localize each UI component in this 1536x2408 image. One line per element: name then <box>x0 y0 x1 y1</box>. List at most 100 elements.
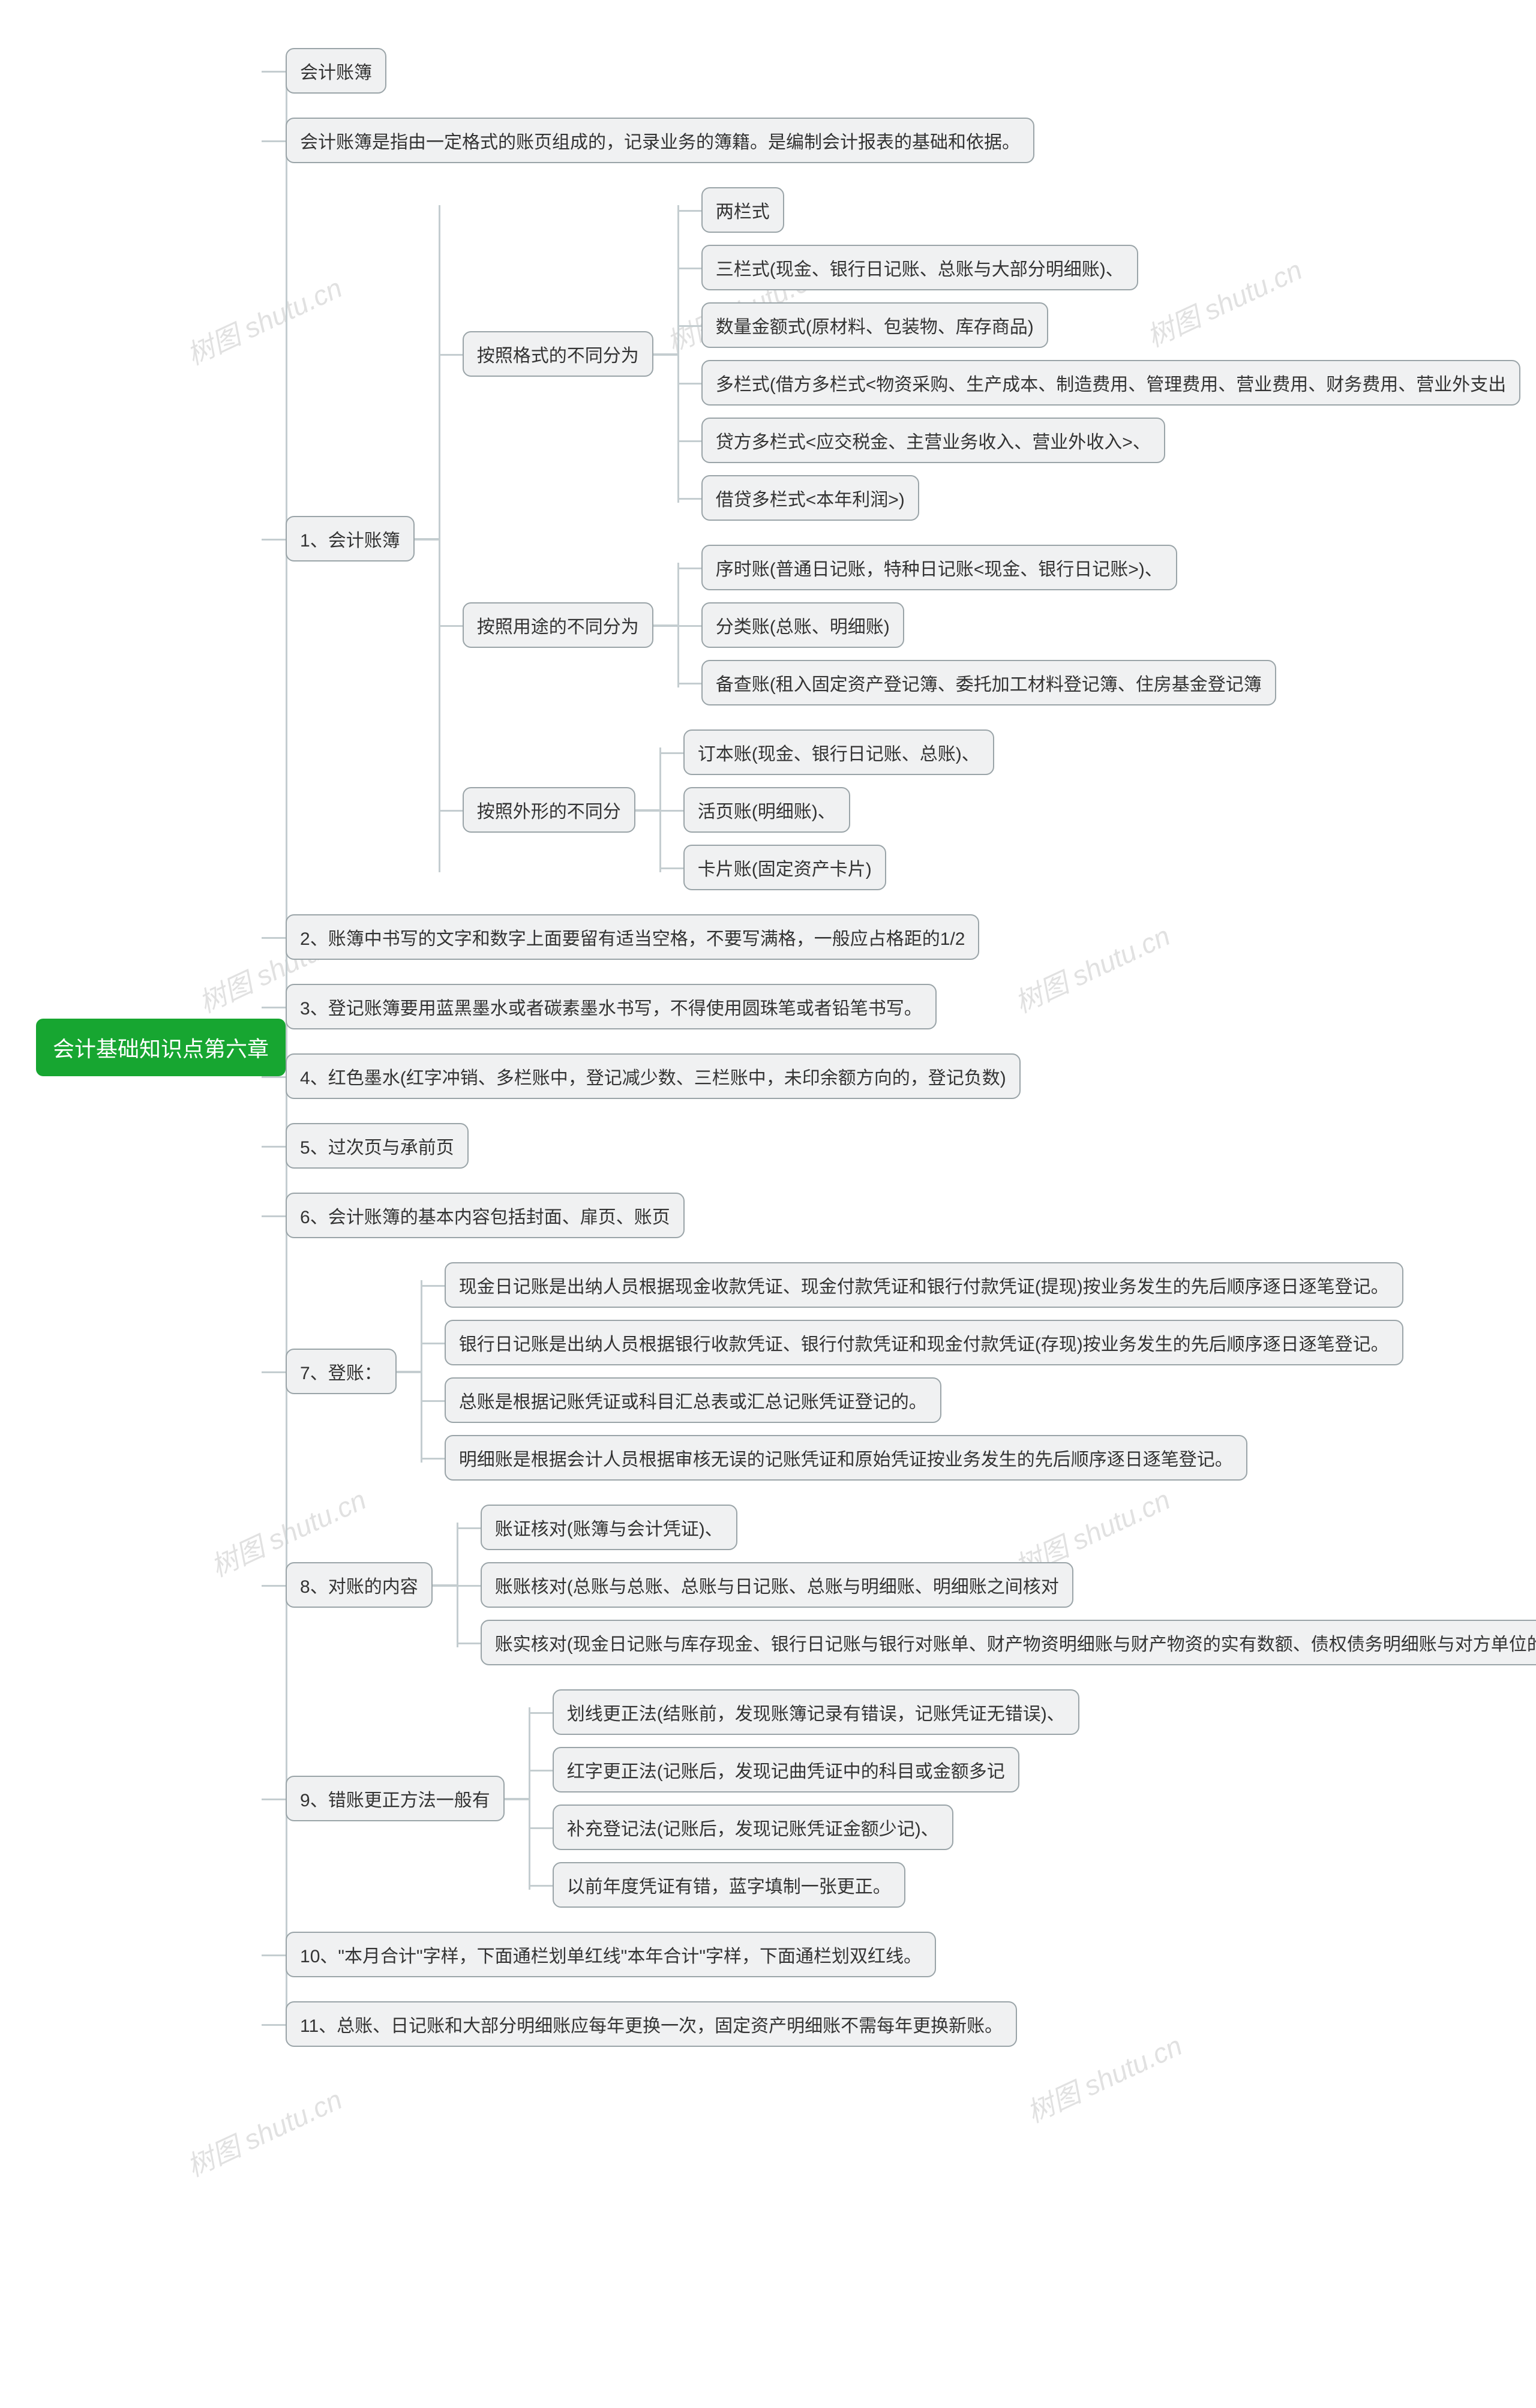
branch-row: 会计账簿 <box>286 48 1536 94</box>
section-9: 9、错账更正方法一般有 <box>286 1776 505 1821</box>
branch-row: 10、"本月合计"字样，下面通栏划单红线"本年合计"字样，下面通栏划双红线。 <box>286 1932 1536 1977</box>
s7-leaf-0: 现金日记账是出纳人员根据现金收款凭证、现金付款凭证和银行付款凭证(提现)按业务发… <box>445 1262 1403 1308</box>
branch-row: 以前年度凭证有错，蓝字填制一张更正。 <box>553 1862 1079 1908</box>
branch-row: 序时账(普通日记账，特种日记账<现金、银行日记账>)、 <box>701 545 1276 590</box>
branch-row: 账账核对(总账与总账、总账与日记账、总账与明细账、明细账之间核对 <box>481 1562 1536 1608</box>
branch-row: 总账是根据记账凭证或科目汇总表或汇总记账凭证登记的。 <box>445 1377 1403 1423</box>
s7-leaf-2: 总账是根据记账凭证或科目汇总表或汇总记账凭证登记的。 <box>445 1377 941 1423</box>
s1-g1-leaf-2: 备查账(租入固定资产登记簿、委托加工材料登记簿、住房基金登记簿 <box>701 660 1276 705</box>
s9-leaf-2: 补充登记法(记账后，发现记账凭证金额少记)、 <box>553 1805 953 1850</box>
branch-row: 订本账(现金、银行日记账、总账)、 <box>683 729 994 775</box>
s1-g0-leaf-4: 贷方多栏式<应交税金、主营业务收入、营业外收入>、 <box>701 418 1165 463</box>
mid-node-3: 5、过次页与承前页 <box>286 1123 469 1169</box>
s1-group-0: 按照格式的不同分为 <box>463 331 653 377</box>
branch-row: 按照用途的不同分为 序时账(普通日记账，特种日记账<现金、银行日记账>)、分类账(… <box>463 545 1521 705</box>
branch: 9、错账更正方法一般有 划线更正法(结账前，发现账簿记录有错误，记账凭证无错误)、… <box>286 1689 1079 1908</box>
top-node-0: 会计账簿 <box>286 48 386 94</box>
s7-leaf-1: 银行日记账是出纳人员根据银行收款凭证、银行付款凭证和现金付款凭证(存现)按业务发… <box>445 1320 1403 1365</box>
s8-leaf-2: 账实核对(现金日记账与库存现金、银行日记账与银行对账单、财产物资明细账与财产物资… <box>481 1620 1536 1665</box>
watermark: 树图 shutu.cn <box>179 2078 347 2185</box>
branch-row: 明细账是根据会计人员根据审核无误的记账凭证和原始凭证按业务发生的先后顺序逐日逐笔… <box>445 1435 1403 1481</box>
h-connector <box>653 624 677 626</box>
children: 两栏式三栏式(现金、银行日记账、总账与大部分明细账)、数量金额式(原材料、包装物… <box>701 187 1521 521</box>
branch-row: 会计账簿是指由一定格式的账页组成的，记录业务的簿籍。是编制会计报表的基础和依据。 <box>286 118 1536 163</box>
branch: 7、登账： 现金日记账是出纳人员根据现金收款凭证、现金付款凭证和银行付款凭证(提现… <box>286 1262 1403 1481</box>
branch-row: 账证核对(账簿与会计凭证)、 <box>481 1505 1536 1550</box>
s9-leaf-3: 以前年度凭证有错，蓝字填制一张更正。 <box>553 1862 905 1908</box>
h-connector <box>505 1798 529 1800</box>
s1-group-1: 按照用途的不同分为 <box>463 602 653 648</box>
bracket <box>529 1689 553 1908</box>
s7-leaf-3: 明细账是根据会计人员根据审核无误的记账凭证和原始凭证按业务发生的先后顺序逐日逐笔… <box>445 1435 1247 1481</box>
branch-row: 红字更正法(记账后，发现记曲凭证中的科目或金额多记 <box>553 1747 1079 1793</box>
branch-row: 按照格式的不同分为 两栏式三栏式(现金、银行日记账、总账与大部分明细账)、数量金额… <box>463 187 1521 521</box>
section-7: 7、登账： <box>286 1349 397 1394</box>
children: 划线更正法(结账前，发现账簿记录有错误，记账凭证无错误)、红字更正法(记账后，发… <box>553 1689 1079 1908</box>
children: 订本账(现金、银行日记账、总账)、活页账(明细账)、卡片账(固定资产卡片) <box>683 729 994 890</box>
mid-node-0: 2、账簿中书写的文字和数字上面要留有适当空格，不要写满格，一般应占格距的1/2 <box>286 914 979 960</box>
mid-node-1: 3、登记账簿要用蓝黑墨水或者碳素墨水书写，不得使用圆珠笔或者铅笔书写。 <box>286 984 937 1029</box>
branch-row: 贷方多栏式<应交税金、主营业务收入、营业外收入>、 <box>701 418 1521 463</box>
s9-leaf-0: 划线更正法(结账前，发现账簿记录有错误，记账凭证无错误)、 <box>553 1689 1079 1735</box>
s9-leaf-1: 红字更正法(记账后，发现记曲凭证中的科目或金额多记 <box>553 1747 1019 1793</box>
branch-row: 现金日记账是出纳人员根据现金收款凭证、现金付款凭证和银行付款凭证(提现)按业务发… <box>445 1262 1403 1308</box>
bottom-node-1: 11、总账、日记账和大部分明细账应每年更换一次，固定资产明细账不需每年更换新账。 <box>286 2001 1017 2047</box>
s1-g0-leaf-0: 两栏式 <box>701 187 784 233</box>
s1-g2-leaf-0: 订本账(现金、银行日记账、总账)、 <box>683 729 994 775</box>
h-connector <box>433 1584 457 1586</box>
h-connector <box>397 1371 421 1373</box>
s8-leaf-1: 账账核对(总账与总账、总账与日记账、总账与明细账、明细账之间核对 <box>481 1562 1073 1608</box>
branch-row: 1、会计账簿 按照格式的不同分为 两栏式三栏式(现金、银行日记账、总账与大部分明细账… <box>286 187 1536 890</box>
mid-node-2: 4、红色墨水(红字冲销、多栏账中，登记减少数、三栏账中，未印余额方向的，登记负数… <box>286 1053 1021 1099</box>
s8-leaf-0: 账证核对(账簿与会计凭证)、 <box>481 1505 737 1550</box>
children: 序时账(普通日记账，特种日记账<现金、银行日记账>)、分类账(总账、明细账) 备查… <box>701 545 1276 705</box>
branch-row: 4、红色墨水(红字冲销、多栏账中，登记减少数、三栏账中，未印余额方向的，登记负数… <box>286 1053 1536 1099</box>
s1-g1-leaf-1: 分类账(总账、明细账) <box>701 602 904 648</box>
mindmap-root-row: 会计基础知识点第六章 会计账簿会计账簿是指由一定格式的账页组成的，记录业务的簿籍… <box>36 48 1500 2047</box>
bracket <box>439 187 463 890</box>
branch: 8、对账的内容 账证核对(账簿与会计凭证)、账账核对(总账与总账、总账与日记账、总… <box>286 1505 1536 1665</box>
bracket <box>421 1262 445 1481</box>
branch-row: 按照外形的不同分 订本账(现金、银行日记账、总账)、活页账(明细账)、卡片账(固定… <box>463 729 1521 890</box>
root-node: 会计基础知识点第六章 <box>36 1019 286 1076</box>
branch: 按照用途的不同分为 序时账(普通日记账，特种日记账<现金、银行日记账>)、分类账(… <box>463 545 1276 705</box>
level1-children: 会计账簿会计账簿是指由一定格式的账页组成的，记录业务的簿籍。是编制会计报表的基础… <box>286 48 1536 2047</box>
bracket <box>677 187 701 521</box>
s1-g1-leaf-0: 序时账(普通日记账，特种日记账<现金、银行日记账>)、 <box>701 545 1177 590</box>
h-connector <box>653 353 677 355</box>
s1-g0-leaf-1: 三栏式(现金、银行日记账、总账与大部分明细账)、 <box>701 245 1138 290</box>
children: 按照格式的不同分为 两栏式三栏式(现金、银行日记账、总账与大部分明细账)、数量金额… <box>463 187 1521 890</box>
branch: 1、会计账簿 按照格式的不同分为 两栏式三栏式(现金、银行日记账、总账与大部分明细账… <box>286 187 1520 890</box>
branch-row: 借贷多栏式<本年利润>) <box>701 475 1521 521</box>
branch-row: 分类账(总账、明细账) <box>701 602 1276 648</box>
branch-row: 6、会计账簿的基本内容包括封面、扉页、账页 <box>286 1193 1536 1238</box>
mid-node-4: 6、会计账簿的基本内容包括封面、扉页、账页 <box>286 1193 685 1238</box>
children: 现金日记账是出纳人员根据现金收款凭证、现金付款凭证和银行付款凭证(提现)按业务发… <box>445 1262 1403 1481</box>
s1-g2-leaf-1: 活页账(明细账)、 <box>683 787 850 833</box>
branch-row: 银行日记账是出纳人员根据银行收款凭证、银行付款凭证和现金付款凭证(存现)按业务发… <box>445 1320 1403 1365</box>
top-node-1: 会计账簿是指由一定格式的账页组成的，记录业务的簿籍。是编制会计报表的基础和依据。 <box>286 118 1034 163</box>
branch-row: 补充登记法(记账后，发现记账凭证金额少记)、 <box>553 1805 1079 1850</box>
branch-row: 2、账簿中书写的文字和数字上面要留有适当空格，不要写满格，一般应占格距的1/2 <box>286 914 1536 960</box>
bottom-node-0: 10、"本月合计"字样，下面通栏划单红线"本年合计"字样，下面通栏划双红线。 <box>286 1932 936 1977</box>
branch-row: 三栏式(现金、银行日记账、总账与大部分明细账)、 <box>701 245 1521 290</box>
section-1: 1、会计账簿 <box>286 516 415 562</box>
branch-row: 备查账(租入固定资产登记簿、委托加工材料登记簿、住房基金登记簿 <box>701 660 1276 705</box>
branch-row: 7、登账： 现金日记账是出纳人员根据现金收款凭证、现金付款凭证和银行付款凭证(提现… <box>286 1262 1536 1481</box>
h-connector <box>635 809 659 811</box>
s1-g0-leaf-3: 多栏式(借方多栏式<物资采购、生产成本、制造费用、管理费用、营业费用、财务费用、… <box>701 360 1521 406</box>
branch-row: 11、总账、日记账和大部分明细账应每年更换一次，固定资产明细账不需每年更换新账。 <box>286 2001 1536 2047</box>
branch-row: 划线更正法(结账前，发现账簿记录有错误，记账凭证无错误)、 <box>553 1689 1079 1735</box>
branch-row: 账实核对(现金日记账与库存现金、银行日记账与银行对账单、财产物资明细账与财产物资… <box>481 1620 1536 1665</box>
branch-row: 活页账(明细账)、 <box>683 787 994 833</box>
s1-g2-leaf-2: 卡片账(固定资产卡片) <box>683 845 886 890</box>
s1-g0-leaf-2: 数量金额式(原材料、包装物、库存商品) <box>701 302 1048 348</box>
s1-group-2: 按照外形的不同分 <box>463 787 635 833</box>
branch-row: 9、错账更正方法一般有 划线更正法(结账前，发现账簿记录有错误，记账凭证无错误)、… <box>286 1689 1536 1908</box>
branch-row: 8、对账的内容 账证核对(账簿与会计凭证)、账账核对(总账与总账、总账与日记账、总… <box>286 1505 1536 1665</box>
branch: 按照格式的不同分为 两栏式三栏式(现金、银行日记账、总账与大部分明细账)、数量金额… <box>463 187 1521 521</box>
branch-row: 3、登记账簿要用蓝黑墨水或者碳素墨水书写，不得使用圆珠笔或者铅笔书写。 <box>286 984 1536 1029</box>
section-8: 8、对账的内容 <box>286 1562 433 1608</box>
branch: 按照外形的不同分 订本账(现金、银行日记账、总账)、活页账(明细账)、卡片账(固定… <box>463 729 994 890</box>
branch-row: 卡片账(固定资产卡片) <box>683 845 994 890</box>
